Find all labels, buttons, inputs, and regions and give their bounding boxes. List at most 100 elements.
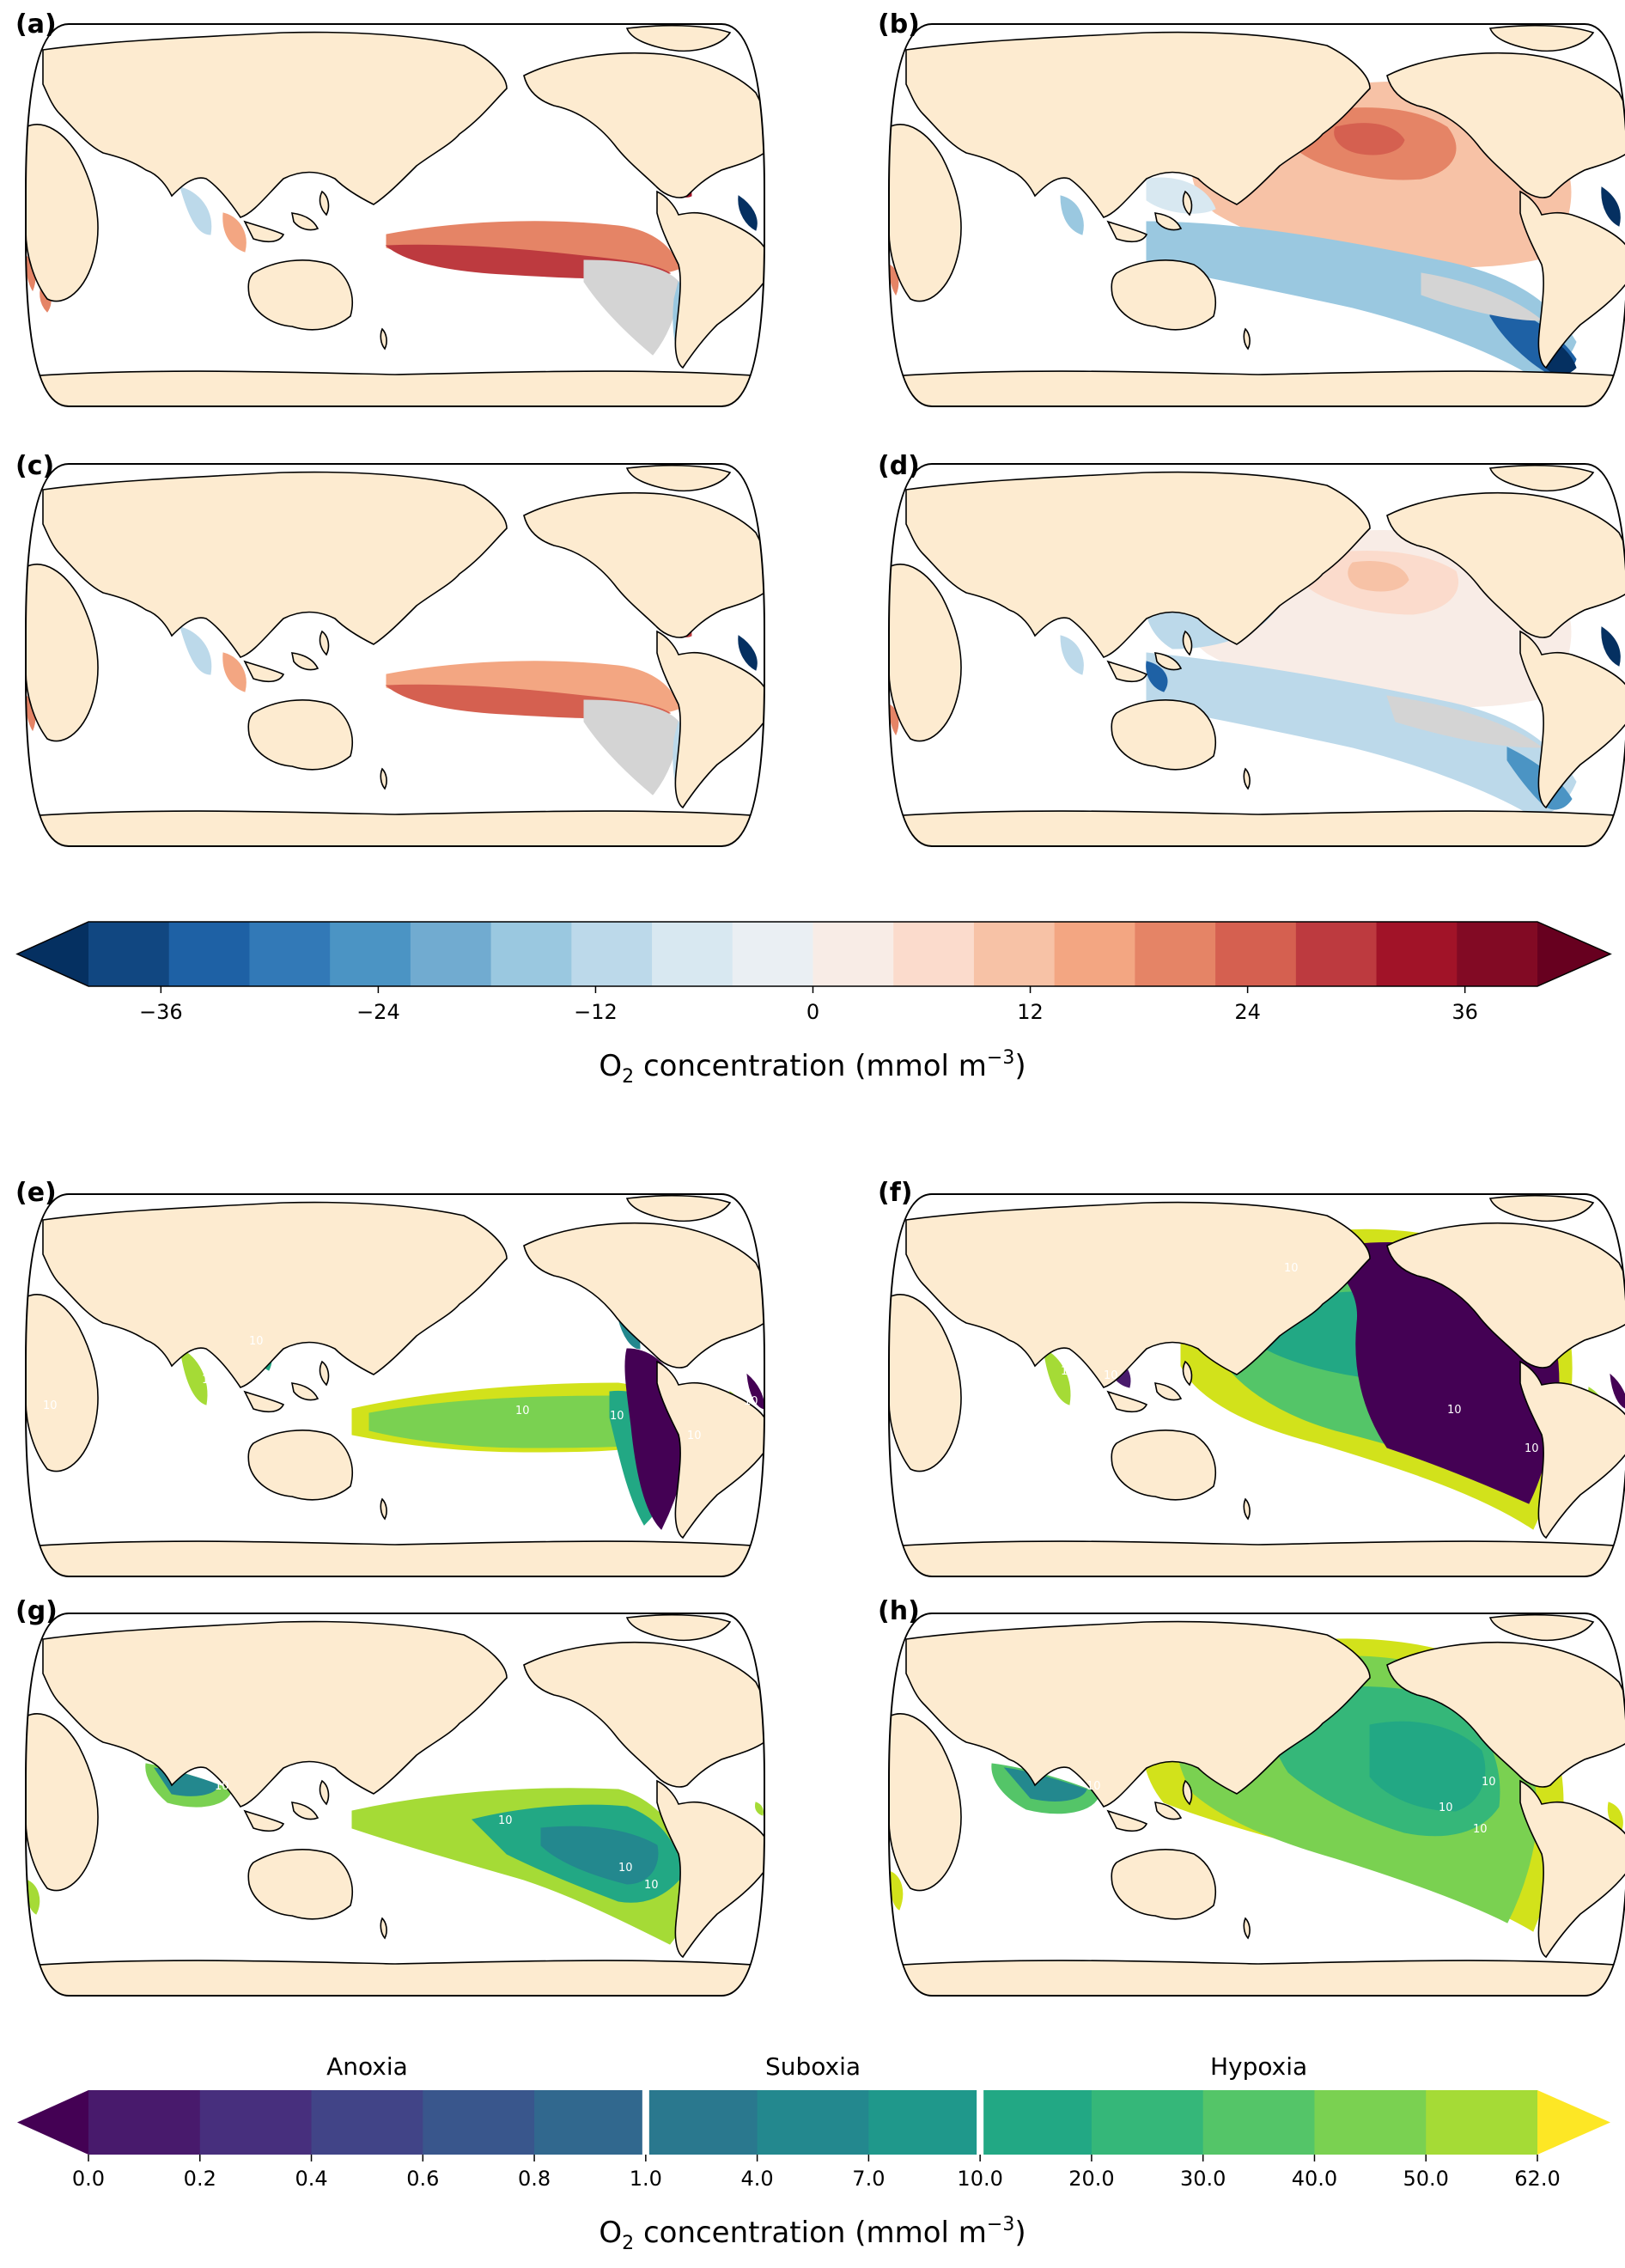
map-panel-b	[888, 23, 1625, 407]
map-frame	[888, 1193, 1625, 1577]
colorbar-tick-label: 0.6	[406, 2167, 439, 2191]
ocean-field-region	[1043, 1348, 1071, 1405]
colorbar-tick-label: 50.0	[1403, 2167, 1449, 2191]
colorbar-segment	[1457, 922, 1538, 986]
colorbar-tick-label: −24	[356, 1000, 400, 1024]
map-panel-c	[25, 463, 765, 847]
colorbar-segment	[423, 2090, 535, 2155]
ocean-field-region	[1060, 635, 1084, 675]
panel-label: (b)	[878, 9, 920, 40]
colorbar-segment	[1054, 922, 1135, 986]
ocean-field-region	[583, 259, 679, 356]
colorbar-tick-label: −12	[574, 1000, 618, 1024]
contour-label: 10	[687, 1430, 702, 1442]
colorbar-tick-label: 0	[806, 1000, 819, 1024]
colorbar-segment	[311, 2090, 423, 2155]
anomaly-colorbar: −36 −24 −12 0 12 24 36 O2 concentration (mmol m…	[15, 921, 1612, 1088]
panel-label: (f)	[878, 1178, 912, 1208]
ocean-field-region	[738, 195, 758, 231]
contour-label: 10	[1104, 1369, 1118, 1382]
map-frame	[888, 463, 1625, 847]
map-frame	[888, 1613, 1625, 1997]
ocean-field-region	[1610, 1373, 1625, 1410]
contour-label: 10	[515, 1405, 530, 1418]
contour-label: 10	[1473, 1823, 1488, 1836]
ocean-field-region	[180, 1348, 208, 1405]
colorbar-segment	[199, 2090, 313, 2155]
colorbar-tick-label: 1.0	[630, 2167, 662, 2191]
contour-label: 10	[1284, 1262, 1299, 1275]
ocean-field-region	[1601, 626, 1621, 667]
colorbar-segment	[1426, 2090, 1538, 2155]
colorbar-segment	[1295, 922, 1378, 986]
colorbar-outline	[15, 921, 1612, 987]
ocean-field-region	[1601, 186, 1621, 227]
colorbar-segment	[490, 922, 572, 986]
ocean-field-region	[1334, 123, 1405, 155]
panel-label: (h)	[878, 1596, 920, 1626]
ocean-field-region	[180, 186, 212, 235]
colorbar-segment	[893, 922, 975, 986]
colorbar-segment	[1215, 922, 1297, 986]
ocean-field-region	[746, 1373, 764, 1410]
ocean-field-region	[540, 1826, 659, 1885]
contour-label: 10	[618, 1862, 633, 1875]
colorbar-tick-label: 24	[1234, 1000, 1261, 1024]
concentration-colorbar: 0.0 0.2 0.4 0.6 0.8 1.0 4.0 7.0 10.0 20.0 30.0 40.0…	[17, 2052, 1610, 2254]
colorbar-tick-label: 30.0	[1180, 2167, 1226, 2191]
zone-separator	[642, 2090, 649, 2155]
panel-label: (a)	[15, 9, 57, 40]
contour-label: 10	[744, 1395, 758, 1408]
colorbar-segment	[1376, 922, 1458, 986]
colorbar-extend-max	[1537, 2090, 1610, 2155]
colorbar-tick-label: 7.0	[852, 2167, 885, 2191]
ocean-field-region	[222, 652, 246, 692]
ocean-field-region	[738, 635, 758, 671]
map-frame	[888, 23, 1625, 407]
panel-label: (d)	[878, 451, 920, 481]
contour-label: 10	[1447, 1404, 1462, 1417]
contour-label: 10	[1525, 1442, 1539, 1455]
colorbar-segment	[645, 2090, 758, 2155]
contour-label: 10	[215, 1780, 229, 1793]
ocean-field-region	[222, 212, 246, 253]
map-panel-e: 10 10 10 10 10 10 10	[25, 1193, 765, 1577]
panel-label: (e)	[15, 1178, 57, 1208]
colorbar-tick-label: 12	[1017, 1000, 1044, 1024]
contour-label: 10	[43, 1399, 58, 1412]
colorbar-segment	[168, 922, 250, 986]
colorbar-title: O2 concentration (mmol m−3)	[599, 2214, 1026, 2254]
colorbar-tick-label: 0.2	[184, 2167, 216, 2191]
contour-label: 10	[1061, 1365, 1075, 1378]
colorbar-segment	[1091, 2090, 1204, 2155]
colorbar-title: O2 concentration (mmol m−3)	[599, 1047, 1026, 1088]
map-frame	[25, 463, 765, 847]
colorbar-tick-label: 20.0	[1068, 2167, 1114, 2191]
colorbar-tick-label: 36	[1452, 1000, 1478, 1024]
colorbar-segment	[88, 922, 170, 986]
contour-label: 10	[249, 1335, 264, 1348]
contour-label: 10	[644, 1879, 659, 1892]
map-frame	[25, 1613, 765, 1997]
colorbar-tick-label: 0.8	[518, 2167, 551, 2191]
colorbar-segment	[980, 2090, 1092, 2155]
contour-label: 10	[1439, 1802, 1453, 1814]
colorbar-segment	[757, 2090, 869, 2155]
zone-label: Anoxia	[326, 2052, 408, 2081]
ocean-field-region	[583, 699, 679, 796]
colorbar-segment	[571, 922, 653, 986]
contour-label: 10	[1086, 1780, 1101, 1793]
colorbar-segment	[410, 922, 492, 986]
map-panel-a	[25, 23, 765, 407]
contour-label: 10	[202, 1374, 216, 1387]
colorbar-extend-max	[1537, 922, 1610, 986]
map-frame	[25, 1193, 765, 1577]
ocean-field-region	[755, 1802, 764, 1816]
ocean-field-region	[1348, 561, 1409, 592]
colorbar-tick-label: 10.0	[957, 2167, 1002, 2191]
contour-label: 10	[498, 1814, 513, 1827]
ocean-field-region	[1060, 195, 1084, 235]
colorbar-tick-label: 40.0	[1292, 2167, 1337, 2191]
colorbar-segment	[88, 2090, 201, 2155]
